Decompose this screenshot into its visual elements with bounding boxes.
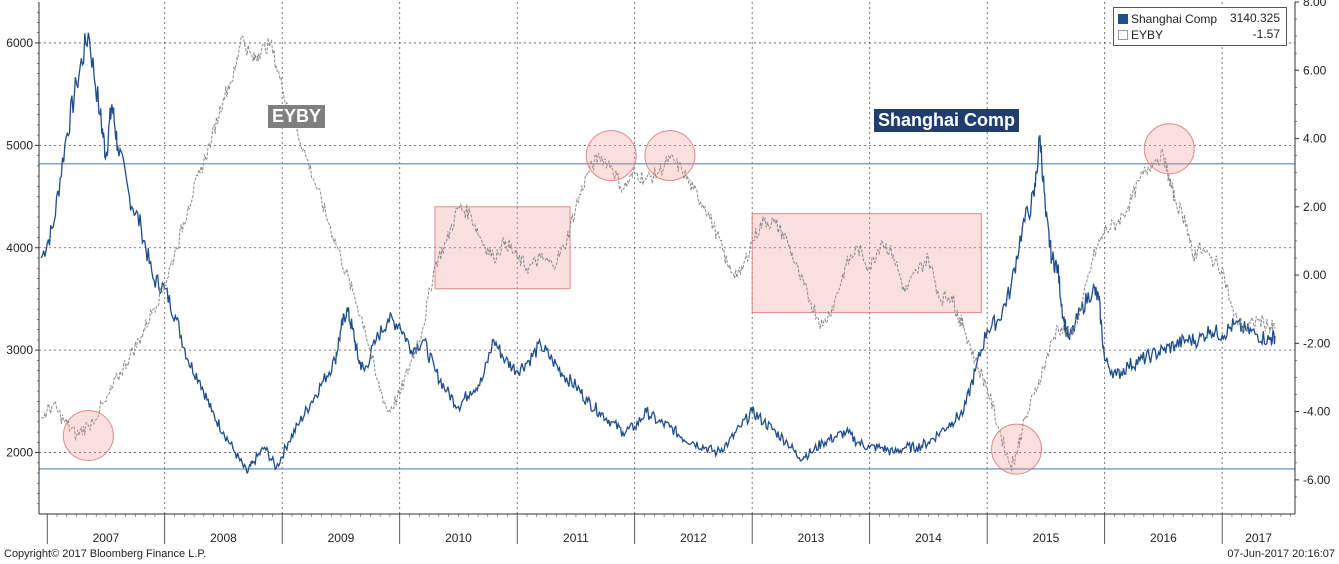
right-tick-label: 0.00: [1303, 268, 1327, 282]
x-tick-label: 2007: [93, 531, 120, 545]
highlight-box: [751, 213, 982, 314]
series-eyby-line: [40, 35, 1276, 472]
eyby-label: EYBY: [268, 105, 326, 128]
x-tick-label: 2015: [1033, 531, 1060, 545]
right-tick-label: 6.00: [1303, 63, 1327, 77]
highlight-circle: [585, 130, 637, 182]
right-tick-label: 2.00: [1303, 200, 1327, 214]
highlight-circle: [1143, 123, 1195, 175]
highlight-circle: [62, 409, 114, 461]
left-tick-label: 6000: [6, 36, 33, 50]
copyright-text: Copyright© 2017 Bloomberg Finance L.P.: [4, 548, 207, 560]
legend-value: -1.57: [1252, 27, 1280, 41]
grid: [39, 2, 1295, 514]
x-tick-label: 2017: [1245, 531, 1272, 545]
legend-name: Shanghai Comp: [1131, 11, 1218, 26]
left-tick-label: 5000: [6, 138, 33, 152]
right-tick-label: 8.00: [1303, 0, 1327, 9]
x-tick-label: 2011: [563, 531, 589, 545]
right-tick-label: -2.00: [1303, 336, 1331, 350]
x-tick-label: 2016: [1150, 531, 1177, 545]
left-tick-label: 2000: [6, 446, 33, 460]
legend-swatch-shanghai: [1118, 13, 1128, 24]
legend: Shanghai Comp 3140.325 EYBY -1.57: [1113, 7, 1287, 46]
shanghai-label: Shanghai Comp: [874, 109, 1020, 132]
legend-value: 3140.325: [1229, 11, 1280, 25]
annotations: [434, 206, 982, 314]
legend-item-eyby: EYBY -1.57: [1118, 27, 1282, 43]
series-lines: [40, 32, 1276, 475]
axes: 2000 3000 4000 5000 6000 8.00 6.00 4.00 2.00 0.00…: [6, 0, 1330, 545]
right-tick-label: -4.00: [1303, 405, 1331, 419]
legend-swatch-eyby: [1118, 29, 1128, 40]
x-tick-label: 2012: [680, 531, 707, 545]
x-tick-label: 2014: [915, 531, 942, 545]
highlight-box: [434, 206, 571, 290]
legend-name: EYBY: [1131, 27, 1164, 42]
highlight-circle: [991, 423, 1043, 475]
reference-lines: [39, 163, 1295, 470]
x-tick-label: 2008: [210, 531, 237, 545]
x-tick-label: 2013: [798, 531, 825, 545]
highlight-circle: [644, 130, 696, 182]
x-tick-label: 2009: [328, 531, 355, 545]
right-tick-label: 4.00: [1303, 132, 1327, 146]
timestamp-text: 07-Jun-2017 20:16:07: [1227, 548, 1335, 560]
x-tick-label: 2010: [445, 531, 472, 545]
left-tick-label: 3000: [6, 343, 33, 357]
left-tick-label: 4000: [6, 241, 33, 255]
series-shanghai-line: [40, 32, 1276, 474]
right-tick-label: -6.00: [1303, 473, 1331, 487]
legend-item-shanghai: Shanghai Comp 3140.325: [1118, 11, 1282, 27]
